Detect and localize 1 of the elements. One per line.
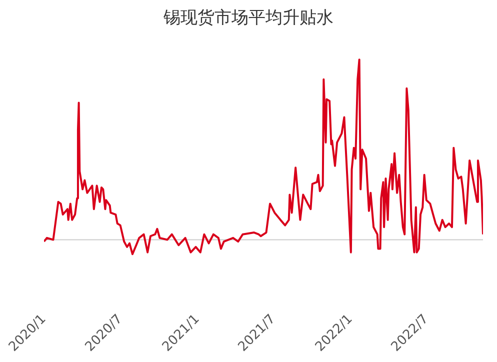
chart-title: 锡现货市场平均升贴水 [162, 7, 334, 29]
